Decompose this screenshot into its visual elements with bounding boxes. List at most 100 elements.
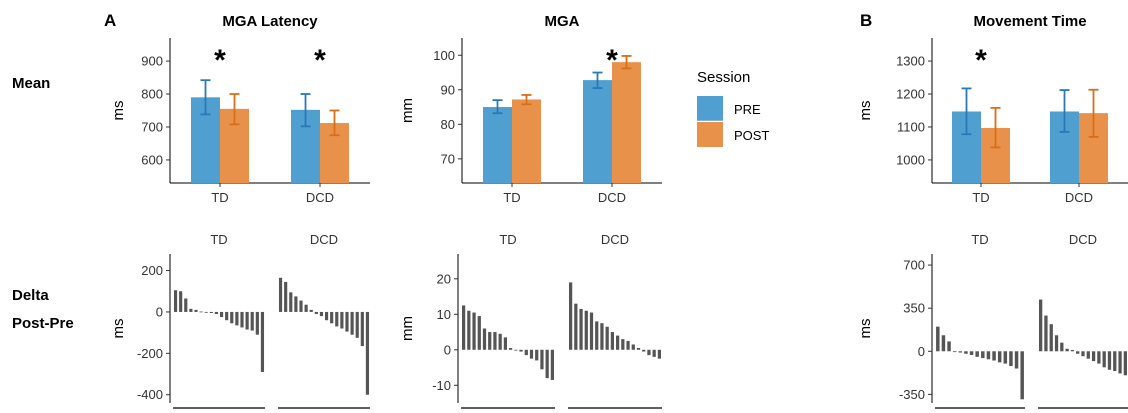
mt_delta-delta-bar-dcd-0 — [1039, 299, 1043, 352]
latency_delta-ytick-label-2: 0 — [156, 304, 163, 319]
mt_delta-delta-bar-td-13 — [1009, 351, 1013, 367]
latency_delta-delta-bar-td-7 — [209, 311, 213, 313]
mga_delta-delta-bar-td-2 — [472, 312, 476, 350]
latency_delta-delta-bar-td-9 — [219, 311, 224, 318]
row-label-post-pre: Post-Pre — [12, 315, 74, 332]
mt_delta-delta-bar-td-3 — [952, 351, 957, 353]
mga_delta-delta-bar-dcd-3 — [584, 310, 588, 350]
legend-label-pre: PRE — [734, 102, 761, 117]
latency_delta-delta-bar-td-8 — [214, 311, 219, 315]
mt_delta-delta-bar-dcd-16 — [1123, 351, 1127, 376]
latency_mean-title: MGA Latency — [222, 13, 318, 30]
legend-title: Session — [697, 69, 750, 86]
mga_delta-facet-label-1: DCD — [601, 232, 629, 247]
mt_delta-delta-bar-dcd-7 — [1076, 351, 1080, 354]
latency_delta-delta-bar-dcd-8 — [319, 311, 324, 317]
latency_delta-ytick-label-1: -200 — [137, 346, 163, 361]
mga_delta-delta-bar-dcd-16 — [652, 349, 656, 357]
mt_mean-ytick-label-0: 1000 — [896, 152, 925, 167]
mt_delta-facet-label-0: TD — [971, 232, 988, 247]
latency_delta-delta-bar-dcd-3 — [294, 296, 298, 312]
latency_delta-y-axis-label: ms — [110, 319, 127, 339]
legend: Session PRE POST — [697, 69, 769, 147]
mga_delta-delta-bar-td-6 — [493, 332, 497, 350]
mt_mean-xtick-label-1: DCD — [1065, 190, 1093, 205]
mga_delta-delta-bar-dcd-15 — [647, 349, 651, 356]
mga_delta-delta-bar-dcd-2 — [579, 308, 583, 350]
latency_delta-delta-bar-td-10 — [225, 311, 229, 321]
latency_delta-delta-bar-td-2 — [184, 298, 188, 312]
mga_delta-delta-bar-td-16 — [545, 349, 549, 379]
mt_delta-delta-bar-dcd-9 — [1086, 351, 1090, 359]
latency_delta-delta-bar-dcd-16 — [360, 311, 364, 347]
mga_delta-delta-bar-td-13 — [529, 349, 534, 359]
mt_delta-delta-bar-dcd-11 — [1097, 351, 1101, 364]
mga_delta-y-axis-label: mm — [399, 316, 416, 341]
latency_delta-ytick-label-0: -400 — [137, 387, 163, 402]
latency_delta-delta-bar-td-1 — [179, 291, 183, 312]
mga_delta-delta-bar-td-17 — [550, 349, 555, 380]
mga_mean-bar-td-post — [512, 99, 541, 183]
mt_delta-facet-label-1: DCD — [1069, 232, 1097, 247]
mga_delta-delta-bar-dcd-13 — [636, 348, 641, 350]
legend-swatch-pre — [697, 96, 723, 121]
mt_delta-delta-bar-dcd-8 — [1081, 351, 1085, 357]
mga_delta-delta-bar-dcd-12 — [631, 344, 635, 350]
mt_delta-delta-bar-dcd-4 — [1060, 342, 1064, 352]
row-label-mean: Mean — [12, 75, 50, 92]
latency_delta-delta-bar-td-5 — [199, 311, 203, 313]
latency_delta-delta-bar-dcd-12 — [340, 311, 344, 329]
mga_delta-delta-bar-dcd-5 — [595, 321, 599, 350]
mga_delta-delta-bar-td-12 — [524, 349, 528, 356]
latency_delta-delta-bar-dcd-14 — [350, 311, 354, 335]
mga_delta-delta-bar-td-14 — [535, 349, 539, 361]
mt_delta-delta-bar-td-10 — [992, 351, 996, 361]
panel-label-a: A — [104, 11, 116, 30]
latency_delta-delta-bar-dcd-11 — [335, 311, 339, 327]
mt_delta-delta-bar-dcd-3 — [1054, 335, 1059, 352]
chart-panels: 600 700 800 900 ms MGA Latency TD * DCD * 70 80 90 10… — [110, 13, 1128, 409]
panel-label-b: B — [860, 11, 872, 30]
mga_delta-delta-bar-dcd-9 — [615, 335, 620, 350]
latency_delta-delta-bar-dcd-7 — [314, 311, 318, 315]
mga_delta-delta-bar-td-9 — [508, 348, 513, 350]
mt_delta-delta-bar-td-2 — [947, 341, 951, 352]
mga_delta-ytick-label-0: -10 — [432, 378, 451, 393]
latency_mean-y-axis-label: ms — [110, 101, 127, 121]
mga_delta-delta-bar-td-4 — [482, 328, 487, 350]
mga_delta-ytick-label-3: 20 — [437, 271, 451, 286]
mga_delta-delta-bar-td-15 — [540, 349, 544, 370]
latency_mean-xtick-label-1: DCD — [306, 190, 334, 205]
mt_delta-delta-bar-td-8 — [981, 351, 985, 359]
mt_mean-ytick-label-3: 1300 — [896, 54, 925, 69]
mga_delta-delta-bar-td-11 — [519, 349, 523, 352]
latency_delta-delta-bar-td-0 — [173, 290, 178, 312]
mt_delta-delta-bar-dcd-1 — [1044, 315, 1048, 352]
mga_delta-ytick-label-1: 0 — [444, 342, 451, 357]
mt_delta-delta-bar-td-9 — [986, 351, 991, 360]
mga_delta-delta-bar-dcd-1 — [574, 303, 578, 350]
mga_mean-ytick-label-1: 80 — [441, 117, 455, 132]
mt_mean-xtick-label-0: TD — [972, 190, 989, 205]
mga_delta-ytick-label-2: 10 — [437, 307, 451, 322]
mga_delta-delta-bar-dcd-0 — [568, 282, 573, 350]
latency_mean-significance-0: * — [214, 44, 226, 77]
latency_delta-delta-bar-dcd-9 — [324, 311, 329, 321]
mt_delta-delta-bar-td-7 — [975, 351, 979, 357]
legend-label-post: POST — [734, 128, 769, 143]
mt_delta-delta-bar-td-12 — [1003, 351, 1008, 364]
mt_delta-ytick-label-2: 350 — [903, 301, 925, 316]
mga_delta-delta-bar-td-5 — [488, 332, 492, 350]
latency_delta-delta-bar-dcd-5 — [304, 304, 308, 312]
latency_delta-delta-bar-td-6 — [204, 311, 208, 313]
mt_delta-y-axis-label: ms — [857, 319, 874, 339]
mt_mean-significance-0: * — [975, 44, 987, 77]
mt_delta-delta-bar-dcd-12 — [1102, 351, 1106, 368]
mga_mean-ytick-label-0: 70 — [441, 151, 455, 166]
mga_mean-y-axis-label: mm — [399, 98, 416, 123]
mga_delta-facet-label-0: TD — [499, 232, 516, 247]
mga_delta-delta-bar-dcd-4 — [589, 312, 594, 350]
mga_delta-delta-bar-dcd-10 — [621, 339, 625, 350]
mt_delta-delta-bar-td-0 — [936, 326, 940, 352]
mt_mean-ytick-label-2: 1200 — [896, 87, 925, 102]
